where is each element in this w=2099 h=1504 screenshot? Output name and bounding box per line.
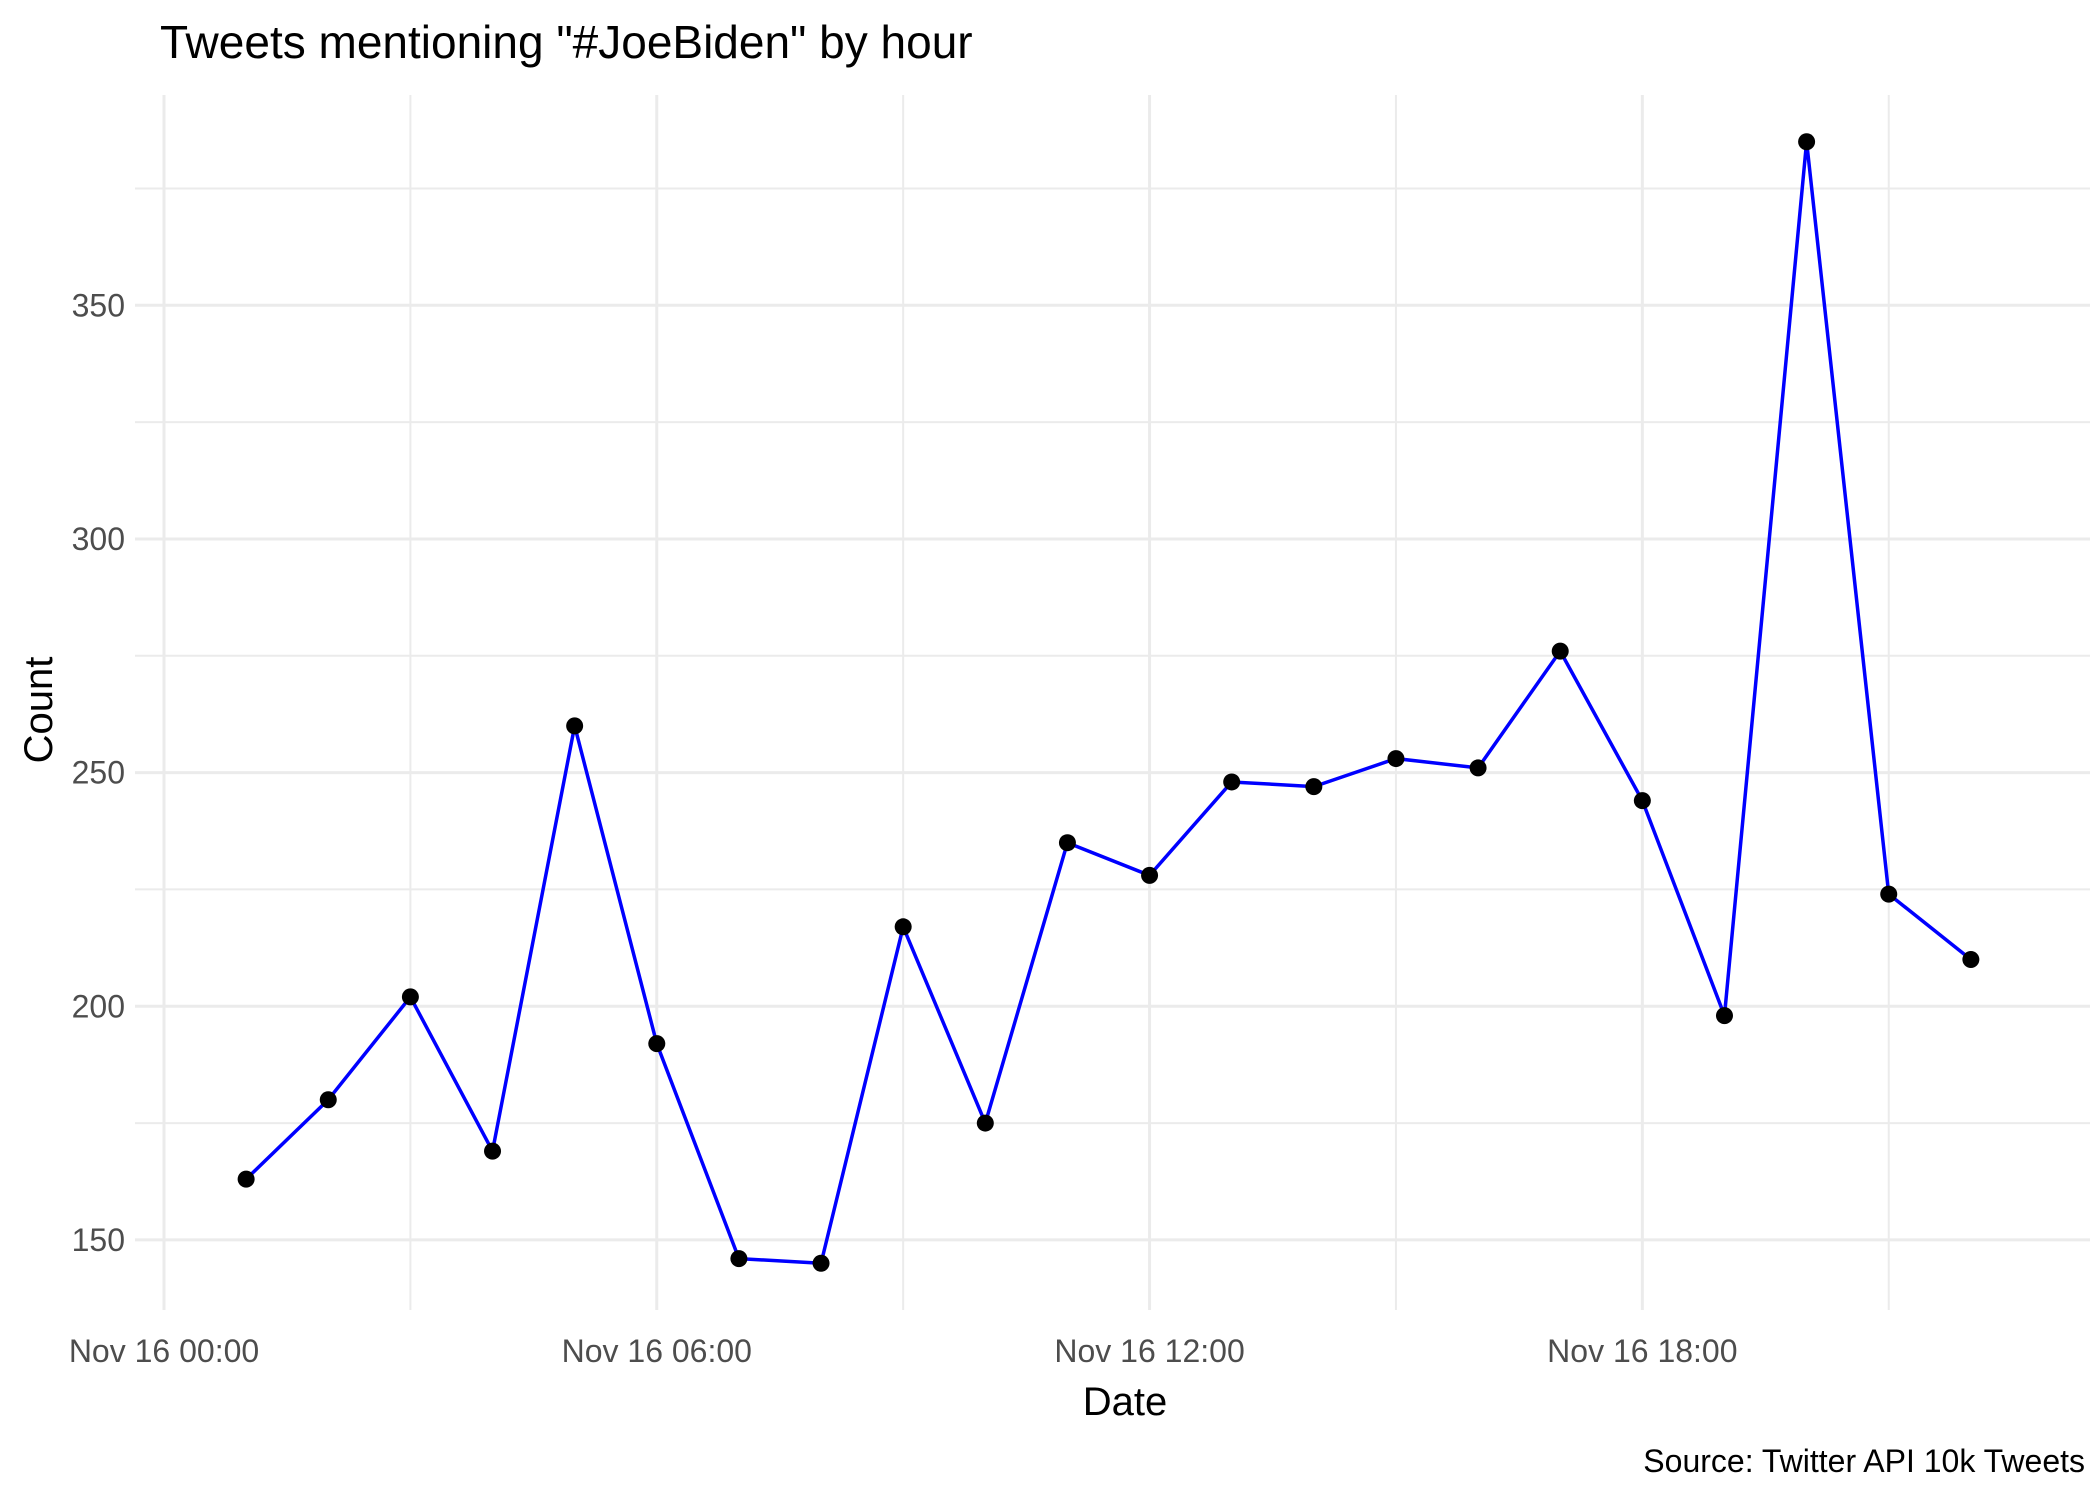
y-tick-label: 300	[72, 521, 125, 557]
data-point	[894, 918, 912, 936]
data-point	[730, 1250, 748, 1268]
data-point	[1058, 834, 1076, 852]
data-point	[401, 988, 419, 1006]
chart-title: Tweets mentioning "#JoeBiden" by hour	[160, 16, 973, 68]
x-axis-title: Date	[1083, 1380, 1168, 1424]
data-point	[1223, 773, 1241, 791]
data-point	[1715, 1007, 1733, 1025]
data-point	[237, 1170, 255, 1188]
y-tick-label: 350	[72, 287, 125, 323]
gridlines	[135, 95, 2090, 1310]
data-point	[319, 1091, 337, 1109]
data-point	[1633, 792, 1651, 810]
data-point	[648, 1035, 666, 1053]
data-point	[1551, 642, 1569, 660]
data-point	[1305, 778, 1323, 796]
data-point	[1469, 759, 1487, 777]
y-axis-title: Count	[17, 657, 61, 764]
data-point	[1387, 750, 1405, 768]
source-caption: Source: Twitter API 10k Tweets	[1643, 1443, 2085, 1479]
y-tick-label: 200	[72, 988, 125, 1024]
data-point	[976, 1114, 994, 1132]
series-layer	[237, 133, 1980, 1272]
y-axis-tick-labels: 150 200 250 300 350	[72, 287, 125, 1258]
series-line	[244, 139, 1972, 1266]
x-axis-tick-labels: Nov 16 00:00 Nov 16 06:00 Nov 16 12:00 Nov …	[69, 1333, 1738, 1369]
x-tick-label: Nov 16 00:00	[69, 1333, 259, 1369]
data-point	[566, 717, 584, 735]
data-point	[484, 1142, 502, 1160]
y-tick-label: 250	[72, 755, 125, 791]
x-tick-label: Nov 16 12:00	[1054, 1333, 1244, 1369]
y-tick-label: 150	[72, 1222, 125, 1258]
data-point	[1880, 885, 1898, 903]
x-tick-label: Nov 16 06:00	[562, 1333, 752, 1369]
data-point	[1141, 866, 1159, 884]
data-point	[1962, 951, 1980, 969]
x-tick-label: Nov 16 18:00	[1547, 1333, 1737, 1369]
data-point	[812, 1254, 830, 1272]
data-point	[1798, 133, 1816, 151]
